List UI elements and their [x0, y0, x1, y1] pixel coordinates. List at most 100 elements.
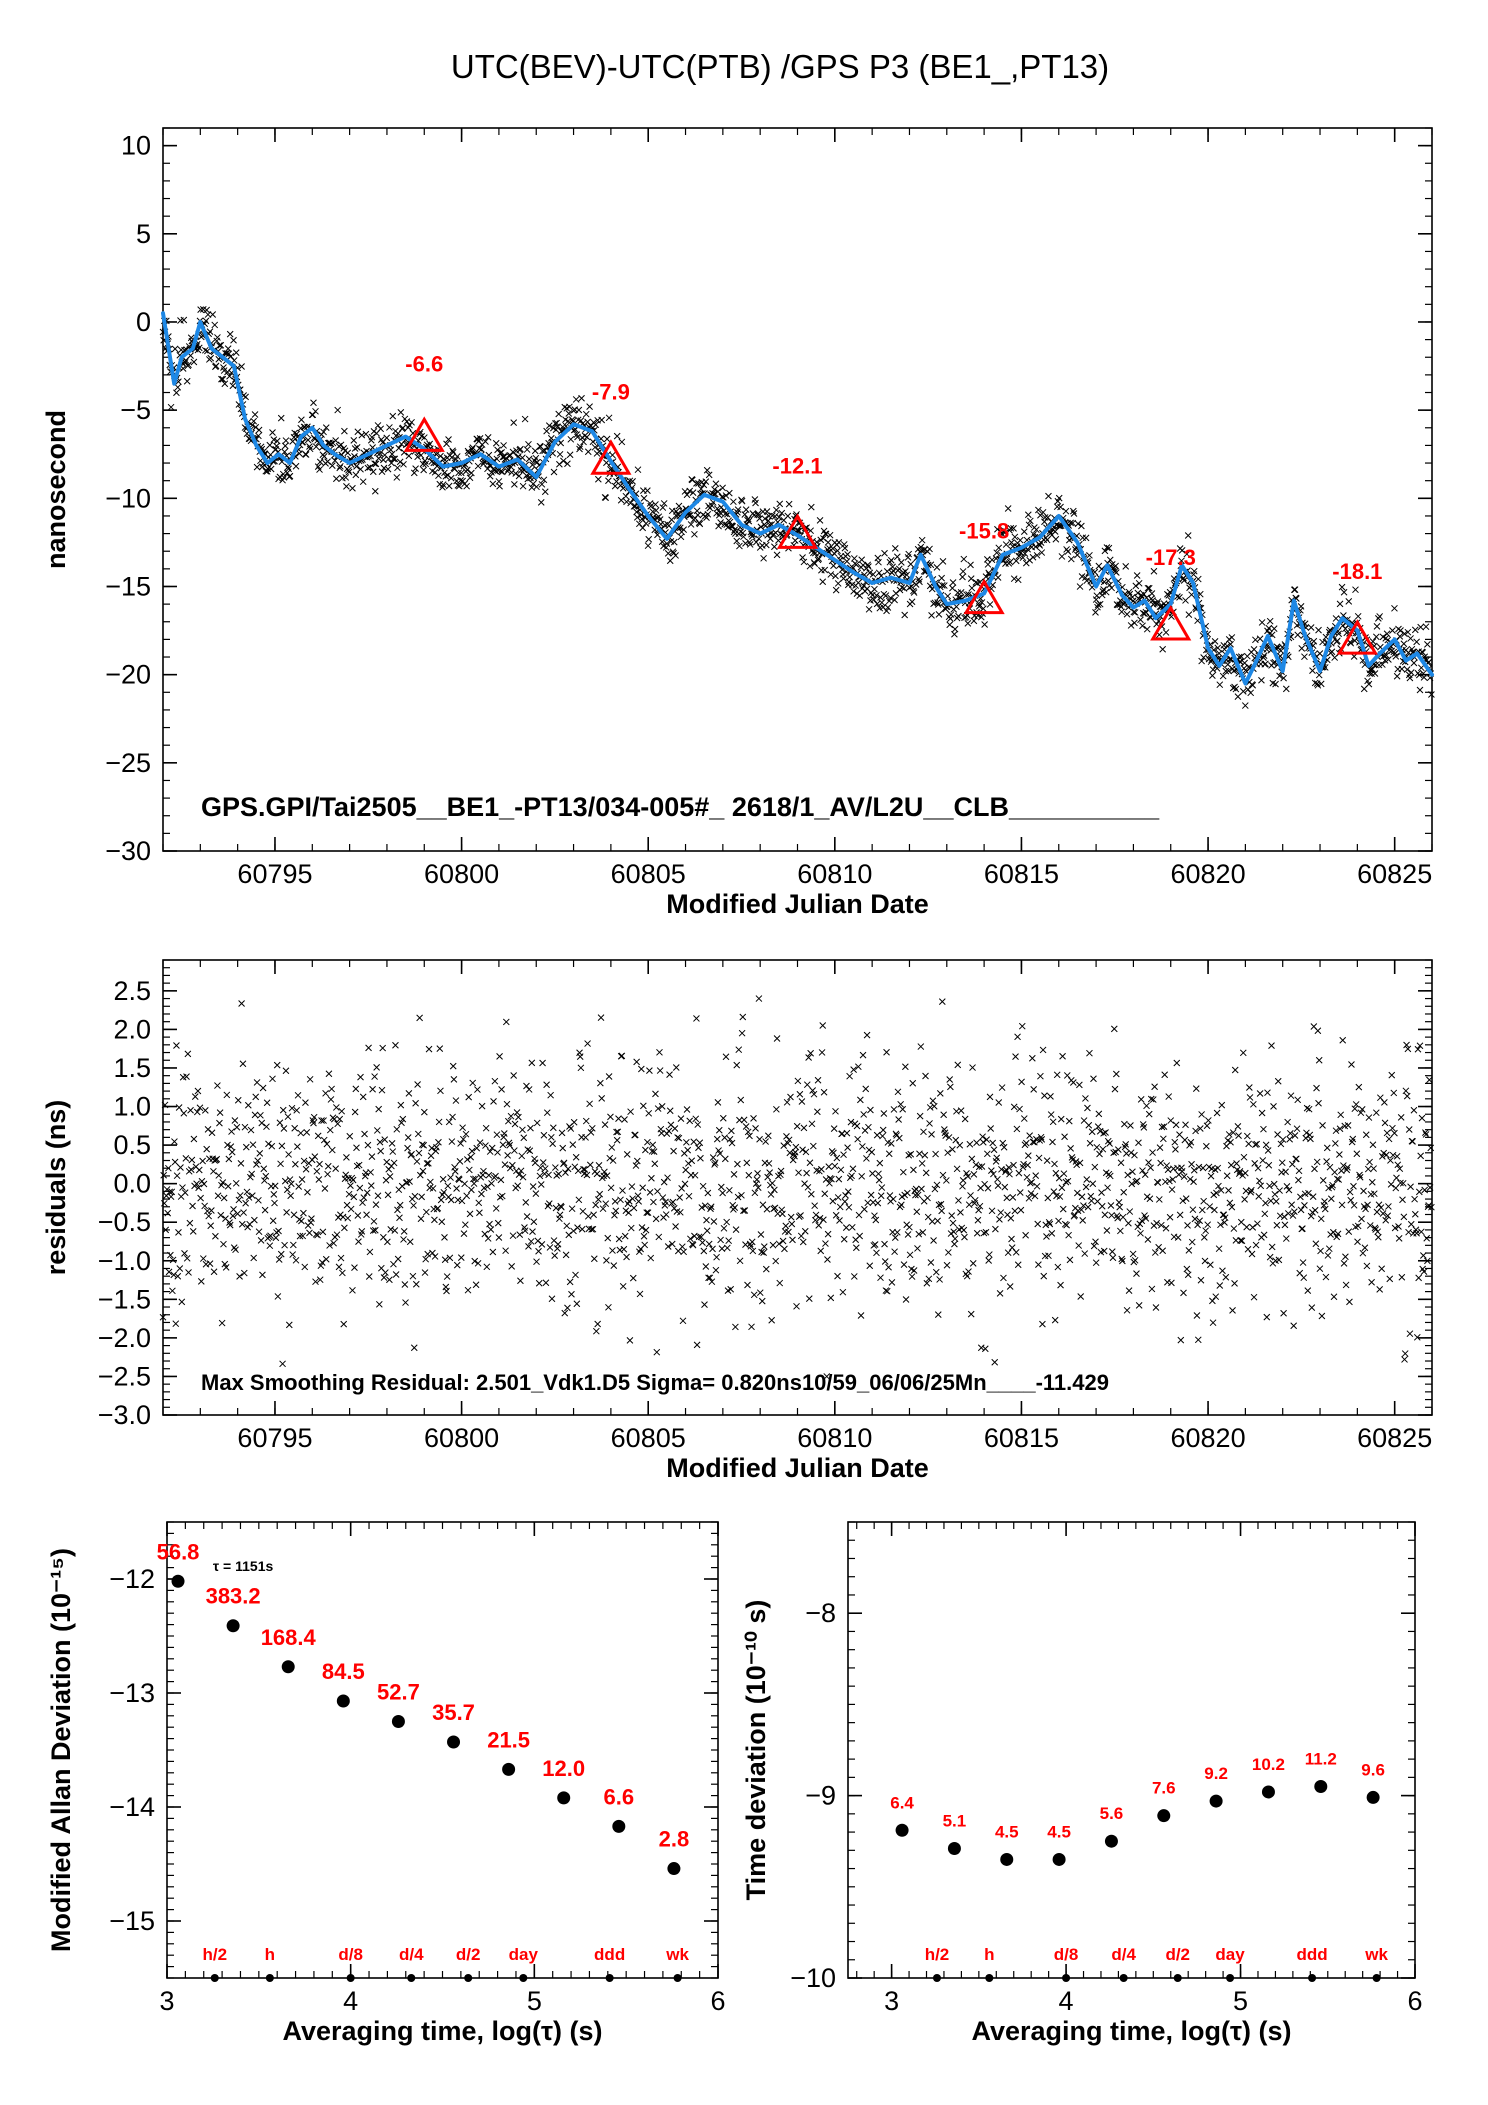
- residual-point: [504, 1117, 512, 1125]
- data-point: [1266, 617, 1274, 625]
- residual-point: [563, 1222, 571, 1230]
- residual-point: [549, 1124, 557, 1132]
- residual-point: [332, 1165, 340, 1173]
- residual-point: [946, 1076, 954, 1083]
- residual-point: [251, 1216, 258, 1224]
- residual-point: [912, 1191, 919, 1199]
- residual-point: [605, 1073, 613, 1080]
- residual-point: [268, 1142, 276, 1150]
- residual-point: [963, 1272, 971, 1280]
- residual-point: [897, 1100, 905, 1108]
- data-point: [622, 492, 630, 500]
- data-point: [1102, 588, 1110, 596]
- data-point: [306, 443, 313, 450]
- data-point: [511, 481, 518, 488]
- residual-point: [1393, 1174, 1400, 1182]
- time-mark-dot: [464, 1974, 473, 1982]
- data-point: [371, 487, 379, 495]
- residual-point: [575, 1196, 583, 1204]
- residual-point: [908, 1273, 916, 1280]
- residual-point: [968, 1155, 976, 1163]
- residual-point: [1031, 1192, 1039, 1200]
- data-point: [468, 469, 475, 477]
- residual-point: [444, 1182, 452, 1190]
- residual-point: [160, 1199, 168, 1207]
- residual-point: [461, 1221, 469, 1229]
- residual-point: [1283, 1183, 1291, 1190]
- residual-point: [1197, 1276, 1205, 1284]
- residual-point: [411, 1192, 419, 1200]
- data-point: [214, 334, 221, 341]
- residual-point: [783, 1133, 790, 1140]
- data-point: [445, 436, 452, 443]
- residual-point: [1050, 1188, 1058, 1195]
- data-point: [1393, 672, 1401, 680]
- data-point: [242, 393, 249, 401]
- residual-point: [717, 1183, 725, 1191]
- residual-point: [619, 1282, 627, 1290]
- data-point: [693, 479, 700, 487]
- residual-point: [676, 1194, 683, 1201]
- residual-point: [918, 1185, 925, 1193]
- data-point: [947, 611, 955, 618]
- residual-point: [358, 1227, 366, 1235]
- time-mark-dot: [210, 1974, 219, 1982]
- y-tick-label: −14: [109, 1792, 155, 1822]
- residual-point: [582, 1117, 590, 1125]
- data-point: [830, 562, 837, 570]
- residual-point: [344, 1214, 352, 1222]
- data-point: [1404, 628, 1412, 636]
- data-point: [334, 406, 342, 414]
- residual-point: [1250, 1293, 1258, 1301]
- residual-point: [1253, 1140, 1261, 1148]
- residual-point: [931, 1185, 939, 1193]
- data-point: [1297, 602, 1305, 610]
- residual-point: [488, 1144, 496, 1152]
- data-point: [343, 483, 350, 490]
- residual-point: [1138, 1217, 1146, 1225]
- residual-point: [1012, 1053, 1019, 1060]
- residual-point: [1125, 1219, 1132, 1227]
- residual-point: [212, 1232, 219, 1240]
- residual-point: [824, 1230, 832, 1238]
- residuals-plot-panel: 2.52.01.51.00.50.0−0.5−1.0−1.5−2.0−2.5−3…: [41, 959, 1435, 1483]
- residual-point: [496, 1193, 504, 1201]
- residual-point: [934, 1311, 942, 1318]
- data-point: [721, 510, 729, 518]
- residual-point: [242, 1199, 249, 1207]
- residual-point: [374, 1192, 382, 1200]
- residual-point: [318, 1117, 325, 1124]
- residual-point: [999, 1139, 1007, 1147]
- residual-point: [758, 1248, 765, 1256]
- residual-point: [1411, 1210, 1419, 1218]
- residual-point: [1110, 1149, 1117, 1157]
- residual-point: [689, 1241, 697, 1249]
- residual-point: [687, 1235, 694, 1243]
- data-point: [1178, 557, 1185, 565]
- residual-point: [885, 1150, 893, 1158]
- residual-point: [1215, 1245, 1223, 1253]
- residual-point: [656, 1067, 664, 1074]
- data-point: [489, 480, 497, 488]
- time-mark-dot: [1226, 1974, 1235, 1982]
- residual-point: [487, 1226, 495, 1233]
- data-point: [1415, 671, 1423, 679]
- residual-point: [582, 1134, 589, 1141]
- residual-point: [756, 1289, 764, 1297]
- residual-point: [1046, 1220, 1054, 1228]
- residual-point: [1112, 1070, 1120, 1078]
- residual-point: [1149, 1149, 1156, 1156]
- residual-point: [1245, 1140, 1253, 1148]
- residual-point: [977, 1344, 985, 1352]
- data-point: [1400, 640, 1408, 648]
- residual-point: [726, 1135, 734, 1143]
- residual-point: [644, 1138, 651, 1146]
- residual-point: [586, 1161, 594, 1169]
- time-mark-label: ddd: [594, 1945, 625, 1964]
- residual-point: [959, 1182, 966, 1190]
- data-point: [762, 522, 769, 530]
- residual-point: [748, 1323, 755, 1331]
- residual-point: [771, 1204, 779, 1212]
- residual-point: [259, 1271, 266, 1279]
- residual-point: [337, 1254, 345, 1262]
